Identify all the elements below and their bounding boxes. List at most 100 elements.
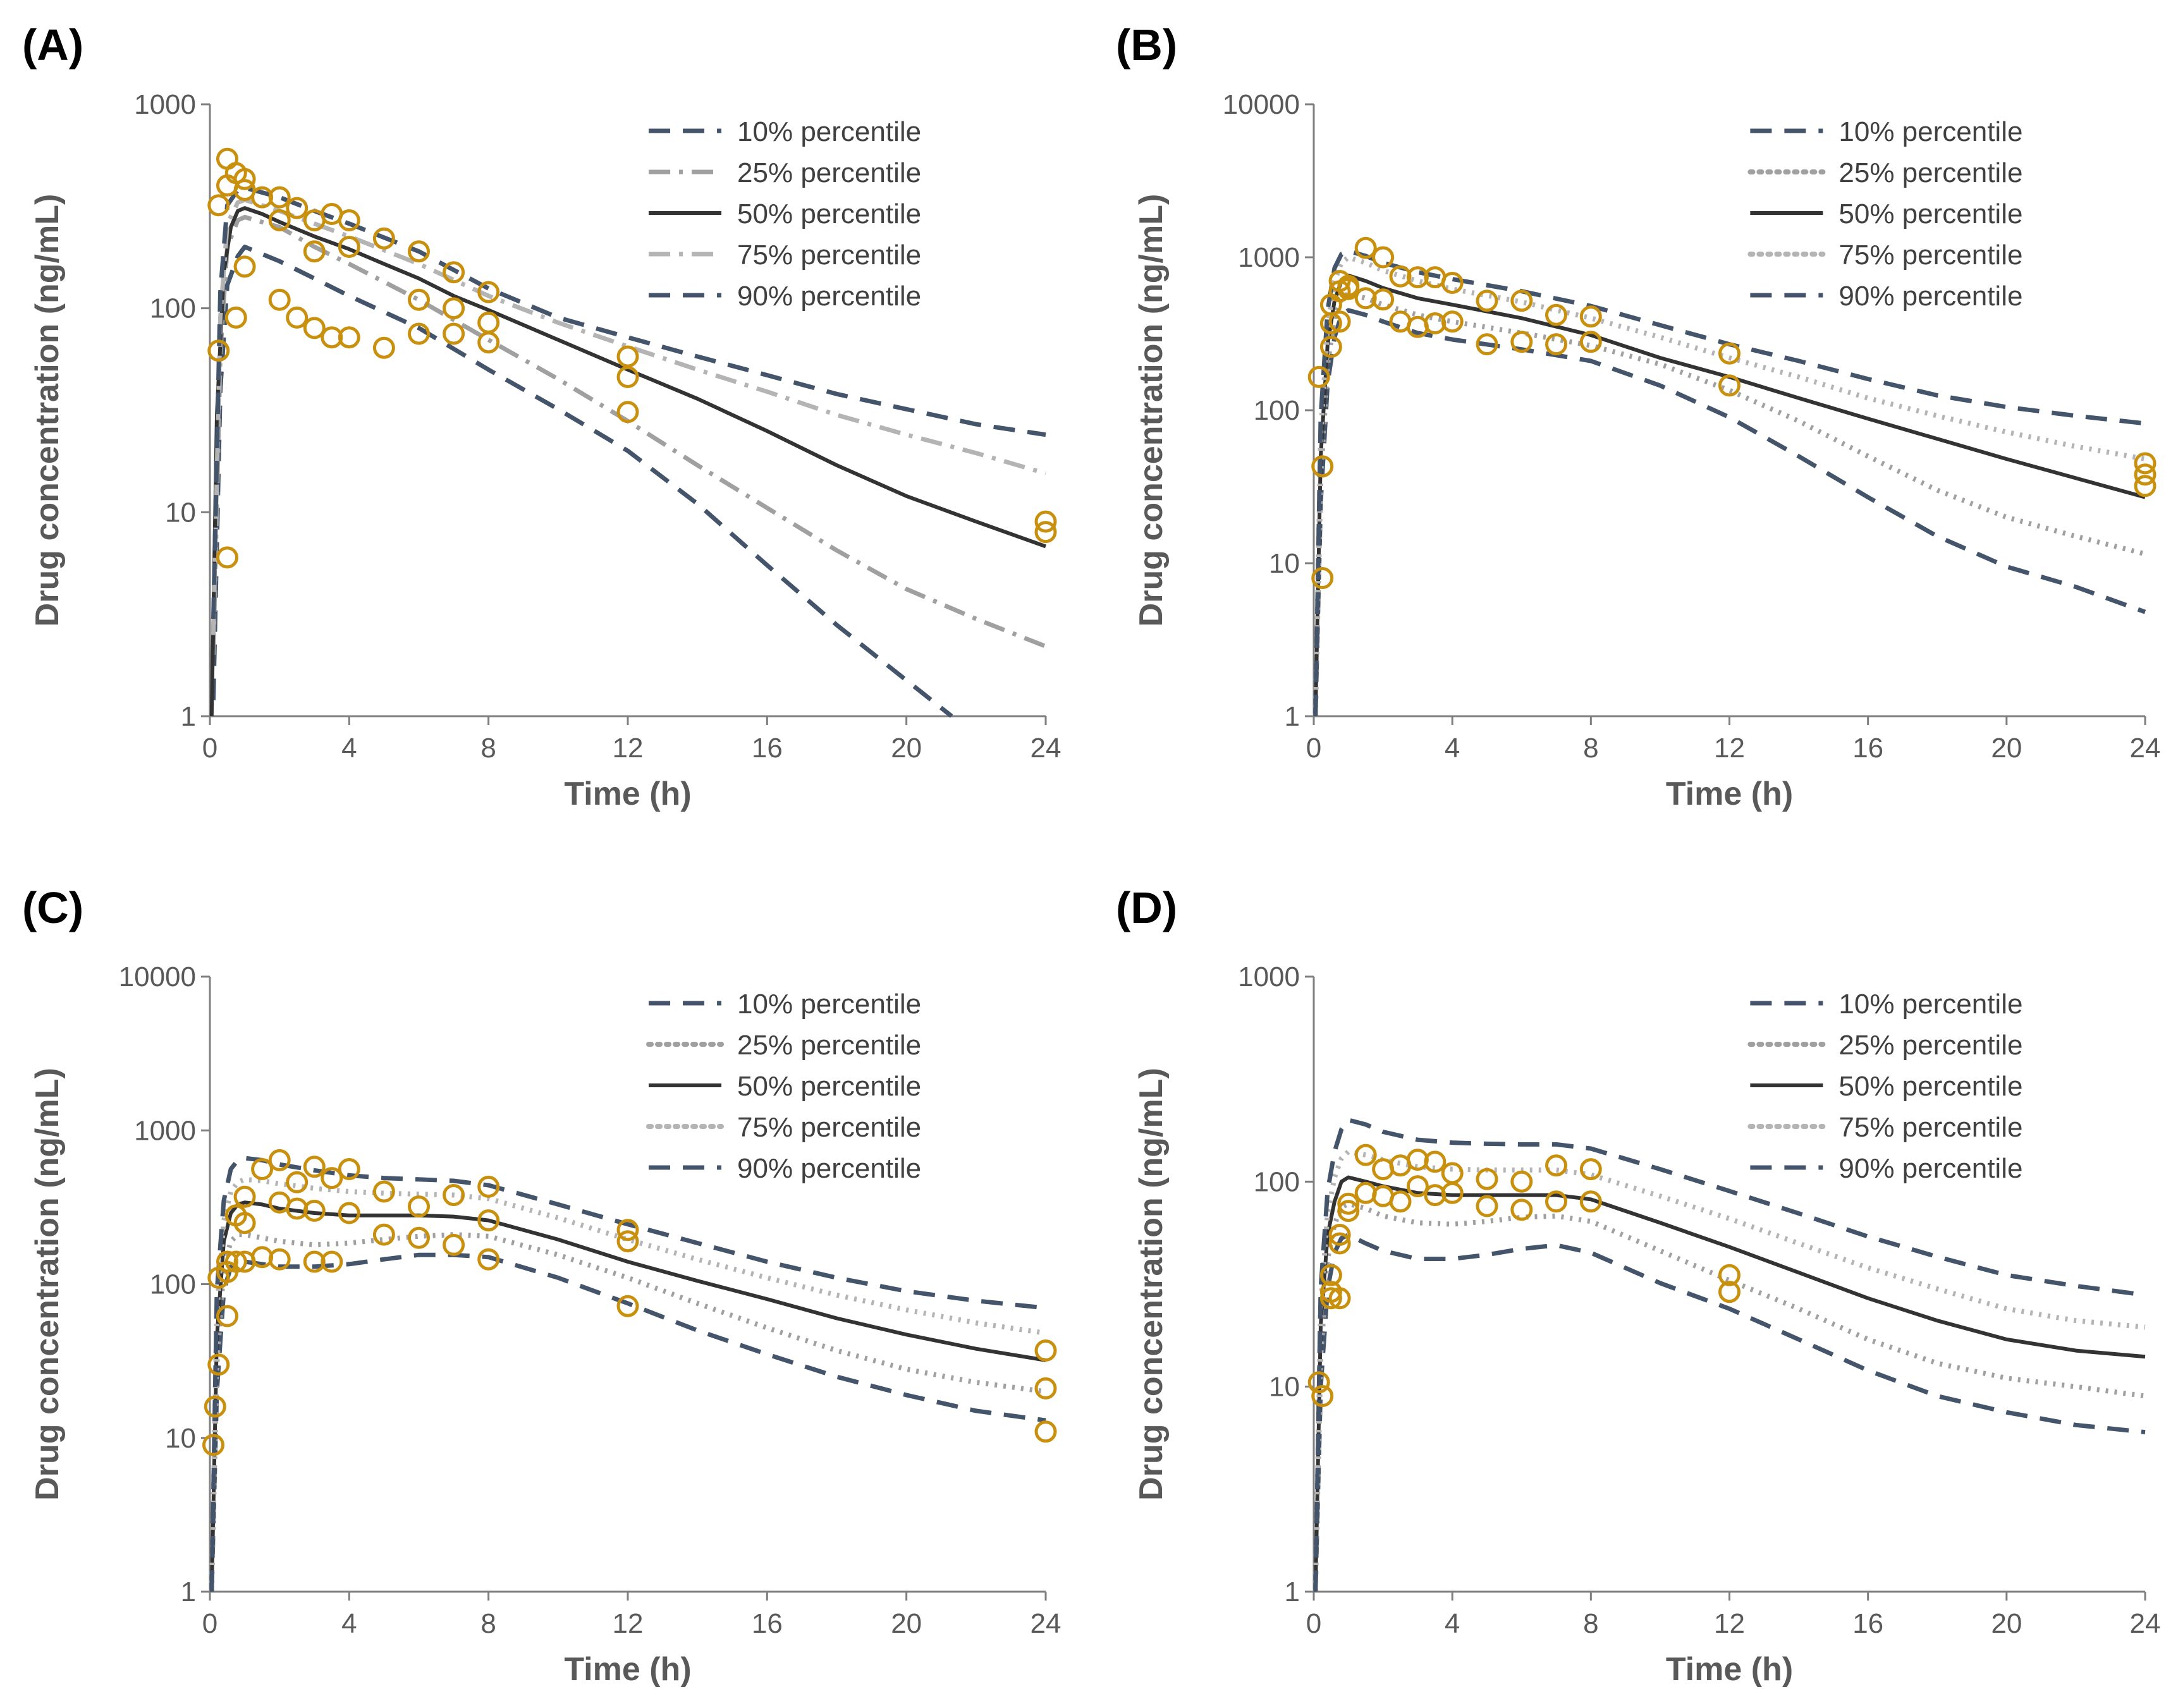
- x-axis-title: Time (h): [1666, 1651, 1793, 1688]
- series-group: [209, 1156, 1046, 1592]
- observed-point: [1441, 1162, 1464, 1185]
- observed-point: [408, 240, 430, 263]
- x-tick-label: 24: [1031, 1608, 1061, 1639]
- observed-point: [1319, 1287, 1342, 1310]
- observed-point: [408, 322, 430, 345]
- observed-point: [1319, 312, 1342, 334]
- observed-point: [1337, 1200, 1360, 1223]
- legend-label-p75: 75% percentile: [1838, 1112, 2022, 1143]
- observed-point: [268, 209, 291, 231]
- observed-point: [207, 1353, 230, 1376]
- series-line-p10: [1313, 1233, 2146, 1592]
- series-line-p75: [211, 197, 1046, 635]
- legend-label-p50: 50% percentile: [737, 198, 921, 229]
- legend-label-p10: 10% percentile: [1838, 989, 2022, 1020]
- x-tick-label: 8: [480, 1608, 496, 1639]
- observed-point: [1476, 290, 1498, 312]
- x-axis-title: Time (h): [1666, 776, 1793, 812]
- observed-point: [477, 1175, 500, 1198]
- observed-point: [1579, 1190, 1602, 1213]
- y-axis-title: Drug concentration (ng/mL): [29, 194, 66, 627]
- legend-label-p25: 25% percentile: [1838, 1030, 2022, 1061]
- y-tick-label: 10: [1269, 1372, 1300, 1403]
- series-line-p50: [1313, 1175, 2146, 1592]
- observed-point: [1354, 1181, 1377, 1204]
- observed-point: [1372, 1158, 1395, 1181]
- series-line-p10: [209, 1252, 1046, 1592]
- observed-point: [1441, 272, 1464, 294]
- observed-point: [1307, 1371, 1330, 1394]
- observed-point: [204, 1395, 226, 1418]
- series-line-p10: [1313, 308, 2146, 717]
- observed-point: [1328, 1224, 1351, 1246]
- observed-point: [224, 306, 247, 329]
- observed-point: [477, 1248, 500, 1271]
- observed-point: [408, 1195, 430, 1218]
- observed-point: [1034, 521, 1057, 544]
- x-tick-label: 8: [1583, 733, 1598, 764]
- observed-point: [338, 1158, 360, 1180]
- y-tick-label: 1: [1285, 1577, 1300, 1607]
- legend-label-p25: 25% percentile: [737, 1030, 921, 1061]
- x-tick-label: 24: [2130, 1608, 2161, 1639]
- legend-label-p90: 90% percentile: [737, 281, 921, 312]
- observed-point: [477, 1209, 500, 1232]
- observed-point: [233, 168, 256, 190]
- observed-point: [1476, 1195, 1498, 1217]
- observed-point: [1718, 374, 1741, 397]
- observed-point: [1372, 288, 1395, 311]
- observed-point: [477, 311, 500, 334]
- observed-point: [443, 322, 465, 345]
- panel-label: (D): [1116, 883, 1177, 932]
- observed-point: [233, 1212, 256, 1235]
- panel-label: (C): [22, 883, 83, 932]
- observed-point: [1545, 1190, 1567, 1213]
- observed-point: [1406, 266, 1429, 289]
- x-tick-label: 12: [613, 733, 644, 764]
- observed-point: [338, 209, 360, 231]
- y-tick-label: 10: [1269, 548, 1300, 579]
- observed-point: [1510, 1199, 1533, 1221]
- observed-point: [1372, 246, 1395, 269]
- chart-panel-b: (B) 1 10 100 1000 10000 0 4 8 12 16 20 24 Time (h) Dru…: [1116, 20, 2160, 812]
- observed-point: [1718, 342, 1741, 365]
- observed-point: [303, 1199, 326, 1222]
- y-tick-label: 1000: [1238, 961, 1300, 992]
- series-line-p75: [1312, 1149, 2146, 1592]
- panel-label: (B): [1116, 20, 1177, 70]
- y-tick-label: 10: [165, 1423, 196, 1454]
- y-tick-label: 100: [1254, 1166, 1300, 1197]
- y-tick-label: 1: [181, 701, 196, 732]
- x-tick-label: 24: [1031, 733, 1061, 764]
- series-line-p25: [1312, 1201, 2146, 1592]
- y-tick-label: 100: [150, 1269, 196, 1300]
- observed-point: [1579, 1158, 1602, 1181]
- observed-point: [1406, 1175, 1429, 1198]
- observed-point: [1328, 1287, 1351, 1310]
- legend-label-p25: 25% percentile: [737, 157, 921, 188]
- y-axis-title: Drug concentration (ng/mL): [1133, 1068, 1170, 1501]
- x-tick-label: 8: [1583, 1608, 1598, 1639]
- observed-point: [1311, 567, 1334, 589]
- series-line-p75: [209, 1176, 1046, 1592]
- observed-point: [268, 288, 291, 311]
- legend-label-p75: 75% percentile: [1838, 240, 2022, 271]
- observed-point: [1545, 333, 1567, 356]
- observed-point: [303, 240, 326, 263]
- chart-panel-d: (D) 1 10 100 1000 0 4 8 12 16 20 24 Time (h) Drug con…: [1116, 883, 2160, 1688]
- observed-point: [268, 186, 291, 209]
- observed-point: [616, 1230, 639, 1253]
- observed-point: [1034, 1377, 1057, 1400]
- observed-point: [372, 336, 395, 359]
- y-axis-title: Drug concentration (ng/mL): [29, 1068, 66, 1501]
- x-tick-label: 8: [480, 733, 496, 764]
- observed-point: [1354, 236, 1377, 259]
- observed-point: [216, 1305, 238, 1327]
- x-tick-label: 20: [1991, 733, 2022, 764]
- x-axis-title: Time (h): [564, 1651, 691, 1688]
- observed-point: [443, 261, 465, 284]
- legend-label-p10: 10% percentile: [737, 989, 921, 1020]
- x-tick-label: 0: [1306, 733, 1321, 764]
- observed-point: [338, 326, 360, 349]
- legend-label-p10: 10% percentile: [737, 116, 921, 147]
